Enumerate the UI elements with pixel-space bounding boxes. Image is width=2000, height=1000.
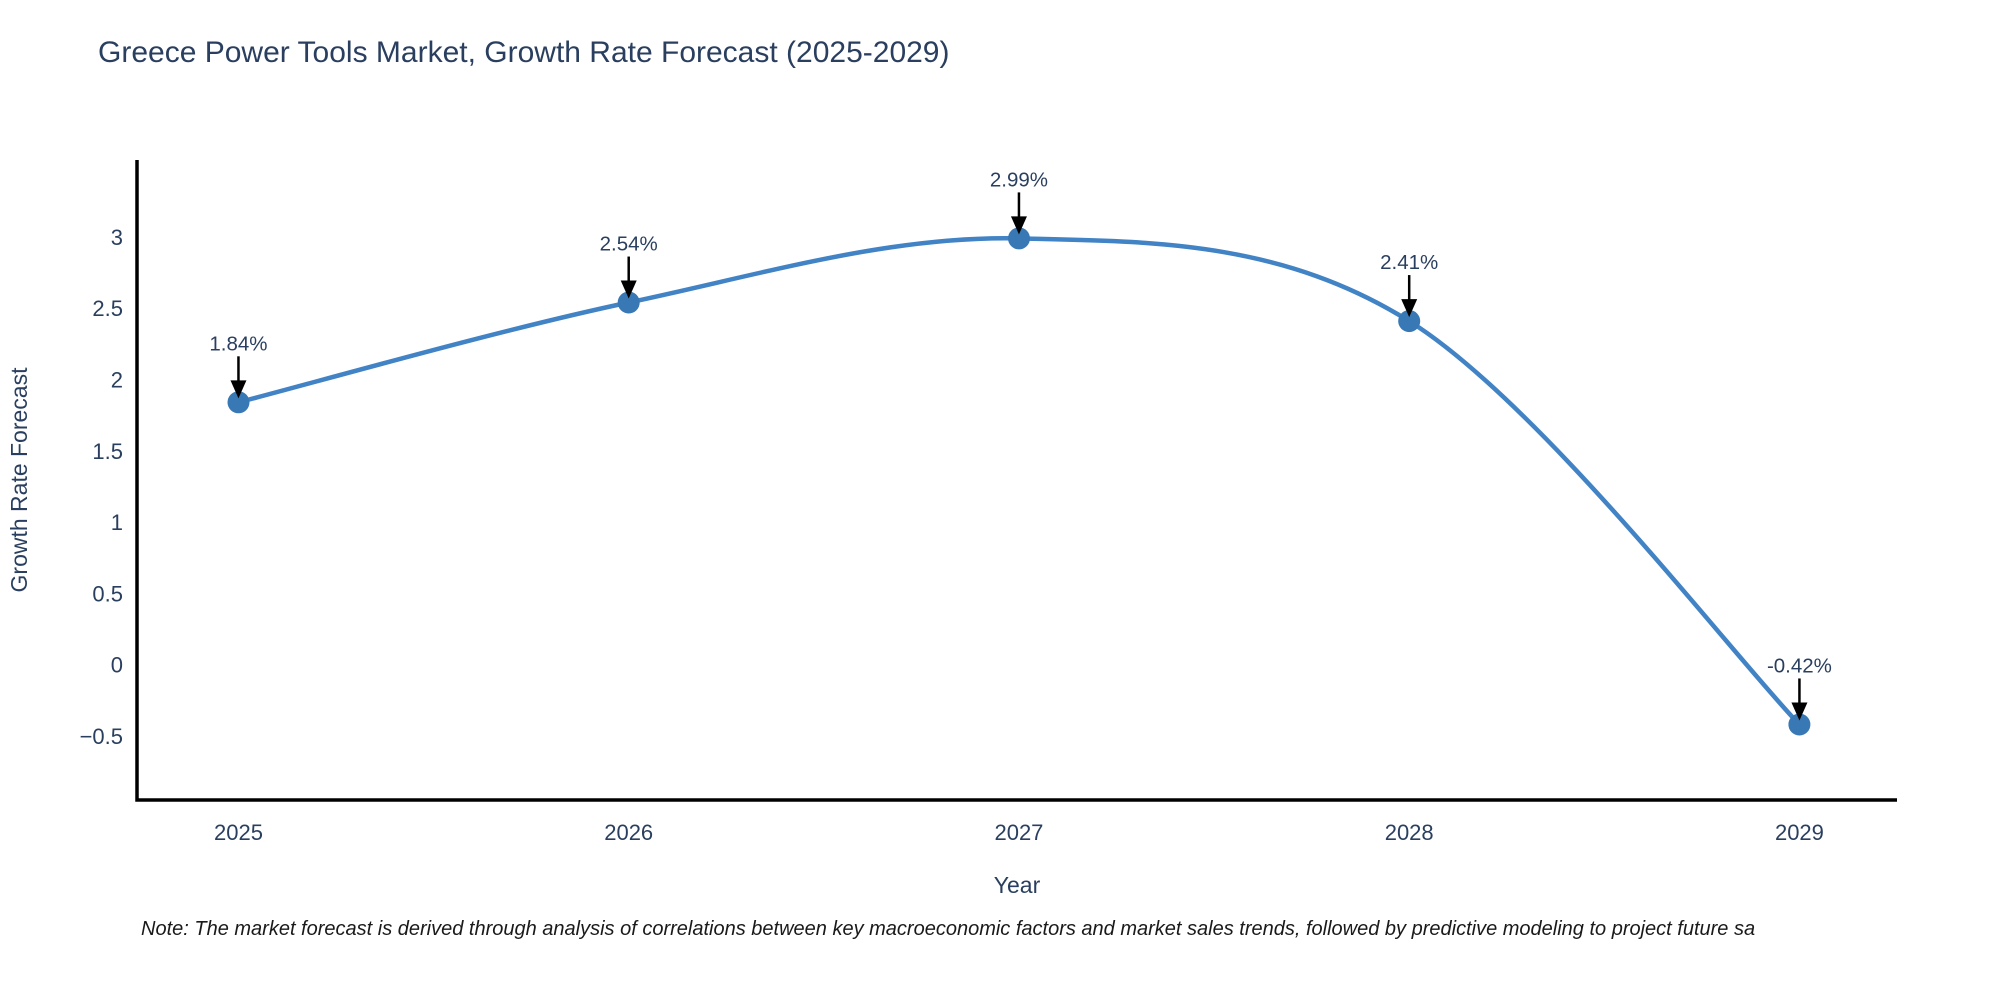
point-annotation-group: 2.99% [990,168,1048,235]
y-tick-label: 2.5 [92,296,123,321]
data-point-marker [1398,310,1421,333]
x-tick-label: 2025 [214,820,263,845]
forecast-line [237,236,1802,727]
y-tick-label: 0.5 [92,581,123,606]
annotation-arrowhead [620,280,637,299]
point-value-label: 1.84% [209,332,267,355]
x-tick-label: 2027 [994,820,1043,845]
point-value-label: -0.42% [1767,654,1832,677]
axis-lines [135,160,1897,802]
data-point-marker [227,391,250,414]
y-tick-label: 1.5 [92,439,123,464]
footnote: Note: The market forecast is derived thr… [141,918,1756,940]
point-value-label: 2.54% [600,233,658,256]
x-tick-label: 2026 [604,820,653,845]
annotation-arrowhead [1401,299,1418,318]
point-annotation-group: 2.41% [1380,251,1438,318]
annotation-arrowhead [1791,702,1808,721]
point-value-label: 2.99% [990,168,1048,191]
point-value-label: 2.41% [1380,251,1438,274]
point-annotation-group: 1.84% [209,332,268,399]
point-annotation-group: -0.42% [1767,654,1832,721]
x-axis-title: Year [994,872,1041,898]
x-tick-label: 2029 [1775,820,1824,845]
annotation-arrowhead [1010,216,1027,235]
chart-title: Greece Power Tools Market, Growth Rate F… [98,36,950,69]
y-tick-label: 0 [111,653,123,678]
data-point-marker [1008,227,1030,250]
data-point-marker [1788,713,1811,736]
y-axis-title: Growth Rate Forecast [6,367,32,593]
data-point-marker [617,291,640,314]
x-tick-label: 2028 [1385,820,1434,845]
point-annotation-group: 2.54% [600,233,658,299]
annotation-arrowhead [230,380,247,399]
y-tick-label: 1 [111,510,123,535]
y-tick-label: 2 [111,368,123,393]
y-tick-label: 3 [111,225,123,250]
y-tick-label: −0.5 [80,724,123,749]
